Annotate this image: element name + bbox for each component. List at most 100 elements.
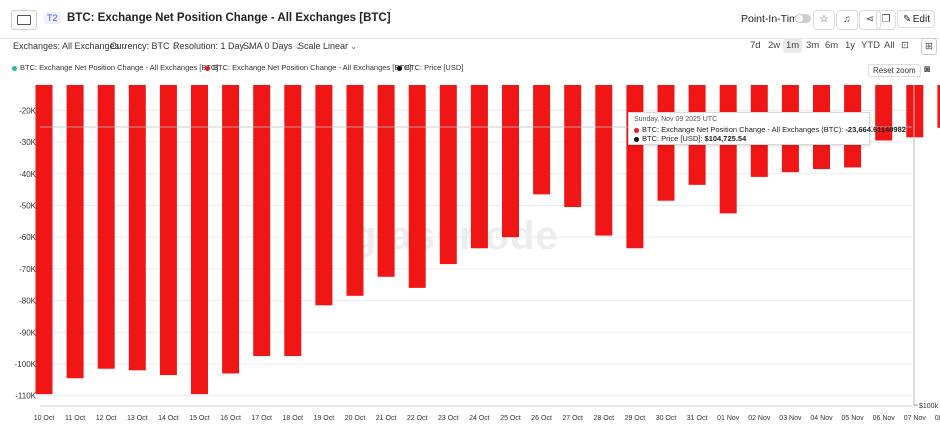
range-3m[interactable]: 3m [806, 40, 820, 51]
tooltip-date: Sunday, Nov 09 2025 UTC [634, 116, 718, 123]
x-tick-label: 27 Oct [562, 415, 583, 422]
bar [408, 85, 426, 288]
zoom-select-icon[interactable]: ⊡ [901, 40, 909, 51]
bar [564, 85, 582, 208]
edit-label: Edit [912, 14, 930, 25]
range-1y[interactable]: 1y [845, 40, 856, 51]
x-tick-label: 23 Oct [438, 415, 459, 422]
tooltip-label: BTC: Price [USD]: [642, 134, 703, 143]
legend-dot-black [397, 65, 402, 71]
bar [937, 85, 940, 128]
x-tick-label: 20 Oct [345, 415, 366, 422]
bell-icon[interactable]: ♫ [836, 10, 858, 30]
edit-button[interactable]: ✎ Edit [897, 10, 935, 28]
tier-badge: T2 [44, 12, 61, 24]
x-tick-label: 10 Oct [34, 415, 55, 422]
legend-item[interactable]: BTC: Price [USD] [397, 63, 463, 72]
sidebar-toggle-button[interactable] [11, 10, 37, 30]
x-tick-label: 06 Nov [873, 415, 896, 422]
y-left-tick-label: -40K [19, 170, 37, 179]
tooltip-dot-black [634, 136, 639, 142]
tooltip-value: $104,725.54 [704, 134, 747, 143]
x-tick-label: 19 Oct [314, 415, 335, 422]
x-tick-label: 13 Oct [127, 415, 148, 422]
y-left-tick-label: -90K [19, 328, 37, 337]
reset-zoom-button[interactable]: Reset zoom [868, 64, 921, 77]
bar [906, 85, 924, 138]
range-2w[interactable]: 2w [768, 40, 781, 51]
x-tick-label: 26 Oct [531, 415, 552, 422]
x-tick-label: 07 Nov [904, 415, 927, 422]
legend-item[interactable]: BTC: Exchange Net Position Change - All … [205, 63, 411, 72]
legend-label: BTC: Price [USD] [405, 63, 464, 72]
y-left-tick-label: -60K [19, 233, 37, 242]
legend-dot-red [205, 65, 210, 71]
legend-item[interactable]: BTC: Exchange Net Position Change - All … [12, 63, 218, 72]
x-tick-label: 30 Oct [656, 415, 677, 422]
bar [191, 85, 208, 395]
fullscreen-icon[interactable]: ⊞ [921, 38, 937, 55]
resolution-dropdown[interactable]: Resolution: 1 Day [173, 41, 253, 51]
x-tick-label: 15 Oct [189, 415, 210, 422]
y-left-tick-label: -20K [19, 106, 37, 115]
bar [719, 85, 737, 214]
scale-dropdown[interactable]: Scale Linear [298, 41, 357, 51]
x-tick-label: 03 Nov [779, 415, 802, 422]
tooltip-dot-red [634, 127, 639, 133]
x-tick-label: 21 Oct [376, 415, 397, 422]
x-tick-label: 24 Oct [469, 415, 490, 422]
bar [502, 85, 519, 238]
bar [284, 85, 302, 357]
y-left-tick-label: -50K [19, 201, 37, 210]
bar [533, 85, 551, 195]
page-title: BTC: Exchange Net Position Change - All … [67, 12, 391, 24]
bar-series [35, 85, 940, 395]
bar [253, 85, 271, 357]
x-tick-label: 04 Nov [810, 415, 833, 422]
bar [595, 85, 613, 236]
left-axis: -20K -30K -40K -50K -60K -70K -80K -90K -100K -11… [15, 106, 37, 400]
bar [626, 85, 644, 249]
y-left-tick-label: -70K [19, 265, 37, 274]
bar [315, 85, 333, 306]
range-all[interactable]: All [884, 40, 895, 51]
bar [35, 85, 53, 395]
bar [346, 85, 364, 296]
share-icon[interactable]: ⋖ [859, 10, 881, 30]
y-left-tick-label: -30K [19, 138, 37, 147]
right-axis: $100k$101k$102k$103k$104k$105k$106k$107k… [913, 85, 939, 410]
bar [222, 85, 240, 374]
bar [470, 85, 488, 249]
camera-icon[interactable]: ◙ [924, 64, 931, 75]
y-left-tick-label: -110K [15, 392, 36, 401]
x-tick-label: 28 Oct [593, 415, 614, 422]
x-tick-label: 01 Nov [717, 415, 740, 422]
star-icon[interactable]: ☆ [813, 10, 835, 30]
y-left-tick-label: -100K [15, 360, 37, 369]
range-1m[interactable]: 1m [783, 38, 803, 53]
bar [159, 85, 177, 376]
range-ytd[interactable]: YTD [861, 40, 880, 51]
bar [97, 85, 115, 369]
x-tick-label: 31 Oct [687, 415, 708, 422]
legend-dot-teal [12, 65, 17, 71]
copy-icon[interactable]: ❐ [876, 10, 896, 30]
currency-dropdown[interactable]: Currency: BTC [110, 41, 178, 51]
pencil-icon: ✎ [903, 14, 912, 25]
y-left-tick-label: -80K [19, 297, 37, 306]
x-tick-label: 16 Oct [220, 415, 241, 422]
range-7d[interactable]: 7d [750, 40, 761, 51]
bar [128, 85, 146, 371]
exchanges-dropdown[interactable]: Exchanges: All Exchanges [13, 41, 128, 51]
point-in-time-toggle[interactable] [795, 14, 811, 23]
bar [439, 85, 457, 265]
chart-tooltip: Sunday, Nov 09 2025 UTC BTC: Exchange Ne… [628, 112, 906, 145]
x-tick-label: 18 Oct [282, 415, 303, 422]
range-6m[interactable]: 6m [825, 40, 839, 51]
y-right-tick-label: $100k [919, 403, 939, 410]
x-tick-label: 22 Oct [407, 415, 428, 422]
top-toolbar: T2 BTC: Exchange Net Position Change - A… [0, 0, 940, 39]
sma-dropdown[interactable]: SMA 0 Days [243, 41, 301, 51]
x-tick-label: 25 Oct [500, 415, 521, 422]
